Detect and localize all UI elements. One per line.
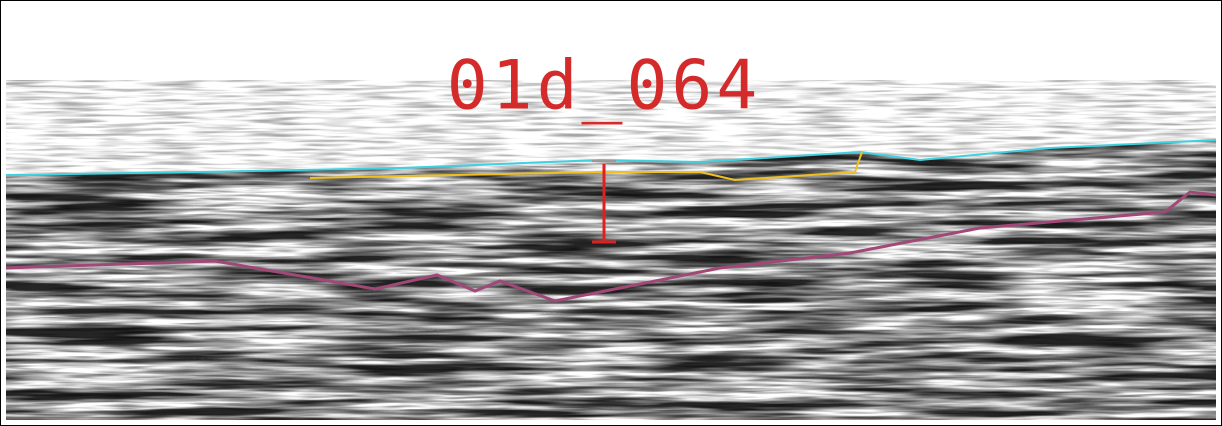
line-label: 01d_064 [447,47,762,126]
page: 01d_064 (() => { const data = JSON.parse… [0,0,1222,426]
seismic-profile: 01d_064 [0,0,1222,426]
